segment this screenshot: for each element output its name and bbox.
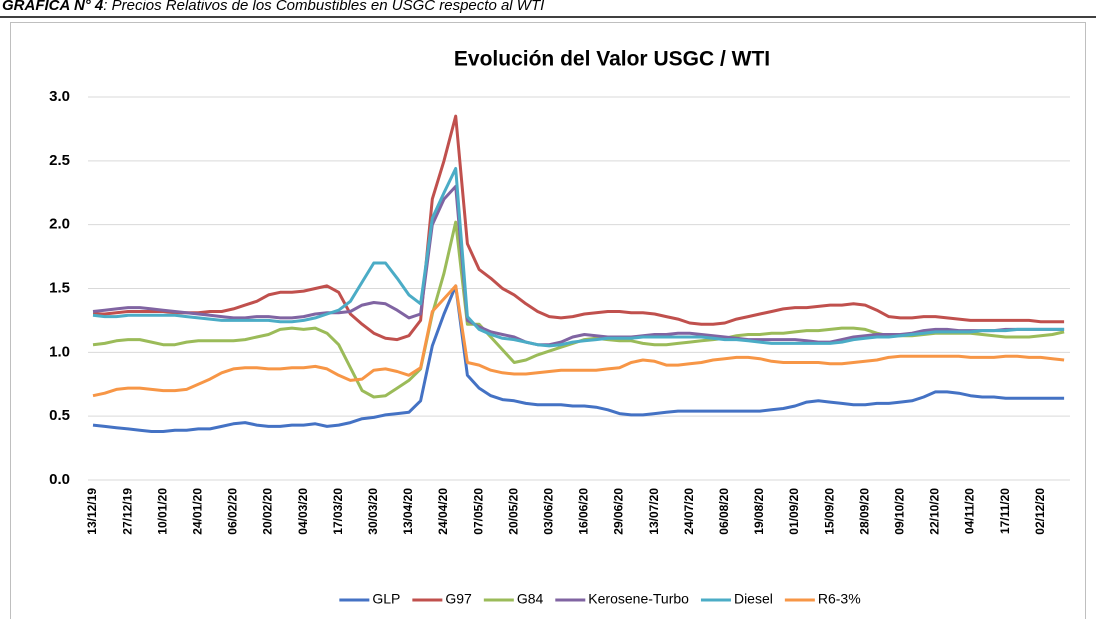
caption-label: GRAFICA N° 4 — [2, 0, 104, 14]
x-tick-label: 09/10/20 — [892, 488, 906, 535]
y-tick-label: 3.0 — [49, 88, 70, 105]
x-tick-label: 06/02/20 — [226, 488, 240, 535]
legend-label: GLP — [372, 591, 400, 607]
series-line — [92, 284, 1065, 433]
y-tick-label: 2.5 — [49, 152, 70, 169]
legend-label: G84 — [517, 591, 544, 607]
caption: GRAFICA N° 4: Precios Relativos de los C… — [2, 0, 544, 14]
x-tick-label: 30/03/20 — [366, 488, 380, 535]
x-tick-label: 02/12/20 — [1033, 488, 1047, 535]
x-tick-label: 13/07/20 — [647, 488, 661, 535]
x-tick-label: 27/12/19 — [120, 488, 134, 535]
legend: GLP G97 G84 Kerosene-Turbo Diesel R6-3% — [339, 591, 861, 607]
legend-label: Kerosene-Turbo — [588, 591, 689, 607]
x-tick-label: 10/01/20 — [155, 488, 169, 535]
y-tick-label: 1.5 — [49, 279, 70, 296]
x-tick-label: 28/09/20 — [857, 488, 871, 535]
x-tick-label: 17/03/20 — [331, 488, 345, 535]
x-tick-label: 19/08/20 — [752, 488, 766, 535]
x-tick-label: 13/12/19 — [85, 488, 99, 535]
x-tick-label: 01/09/20 — [787, 488, 801, 535]
caption-text: : Precios Relativos de los Combustibles … — [103, 0, 544, 14]
x-tick-label: 24/01/20 — [190, 488, 204, 535]
x-tick-label: 13/04/20 — [401, 488, 415, 535]
x-tick-label: 04/03/20 — [296, 488, 310, 535]
x-tick-label: 20/02/20 — [261, 488, 275, 535]
y-tick-label: 1.0 — [49, 343, 70, 360]
x-tick-label: 06/08/20 — [717, 488, 731, 535]
y-tick-label: 2.0 — [49, 216, 70, 233]
chart-title: Evolución del Valor USGC / WTI — [454, 48, 770, 71]
legend-label: G97 — [445, 591, 472, 607]
series-line — [93, 114, 1065, 342]
y-tick-label: 0.5 — [49, 407, 70, 424]
chart-border — [10, 22, 1086, 619]
y-tick-label: 0.0 — [49, 471, 70, 488]
legend-label: R6-3% — [818, 591, 861, 607]
x-tick-label: 29/06/20 — [612, 488, 626, 535]
x-tick-label: 16/06/20 — [577, 488, 591, 535]
x-tick-label: 20/05/20 — [506, 488, 520, 535]
series-line — [92, 284, 1065, 398]
x-tick-label: 15/09/20 — [822, 488, 836, 535]
x-tick-label: 04/11/20 — [963, 488, 977, 534]
x-tick-label: 24/07/20 — [682, 488, 696, 535]
x-tick-label: 07/05/20 — [471, 488, 485, 535]
x-tick-label: 03/06/20 — [541, 488, 555, 535]
legend-label: Diesel — [734, 591, 773, 607]
x-tick-label: 22/10/20 — [928, 488, 942, 535]
x-tick-label: 24/04/20 — [436, 488, 450, 535]
x-tick-label: 17/11/20 — [998, 488, 1012, 534]
series-line — [92, 167, 1065, 348]
